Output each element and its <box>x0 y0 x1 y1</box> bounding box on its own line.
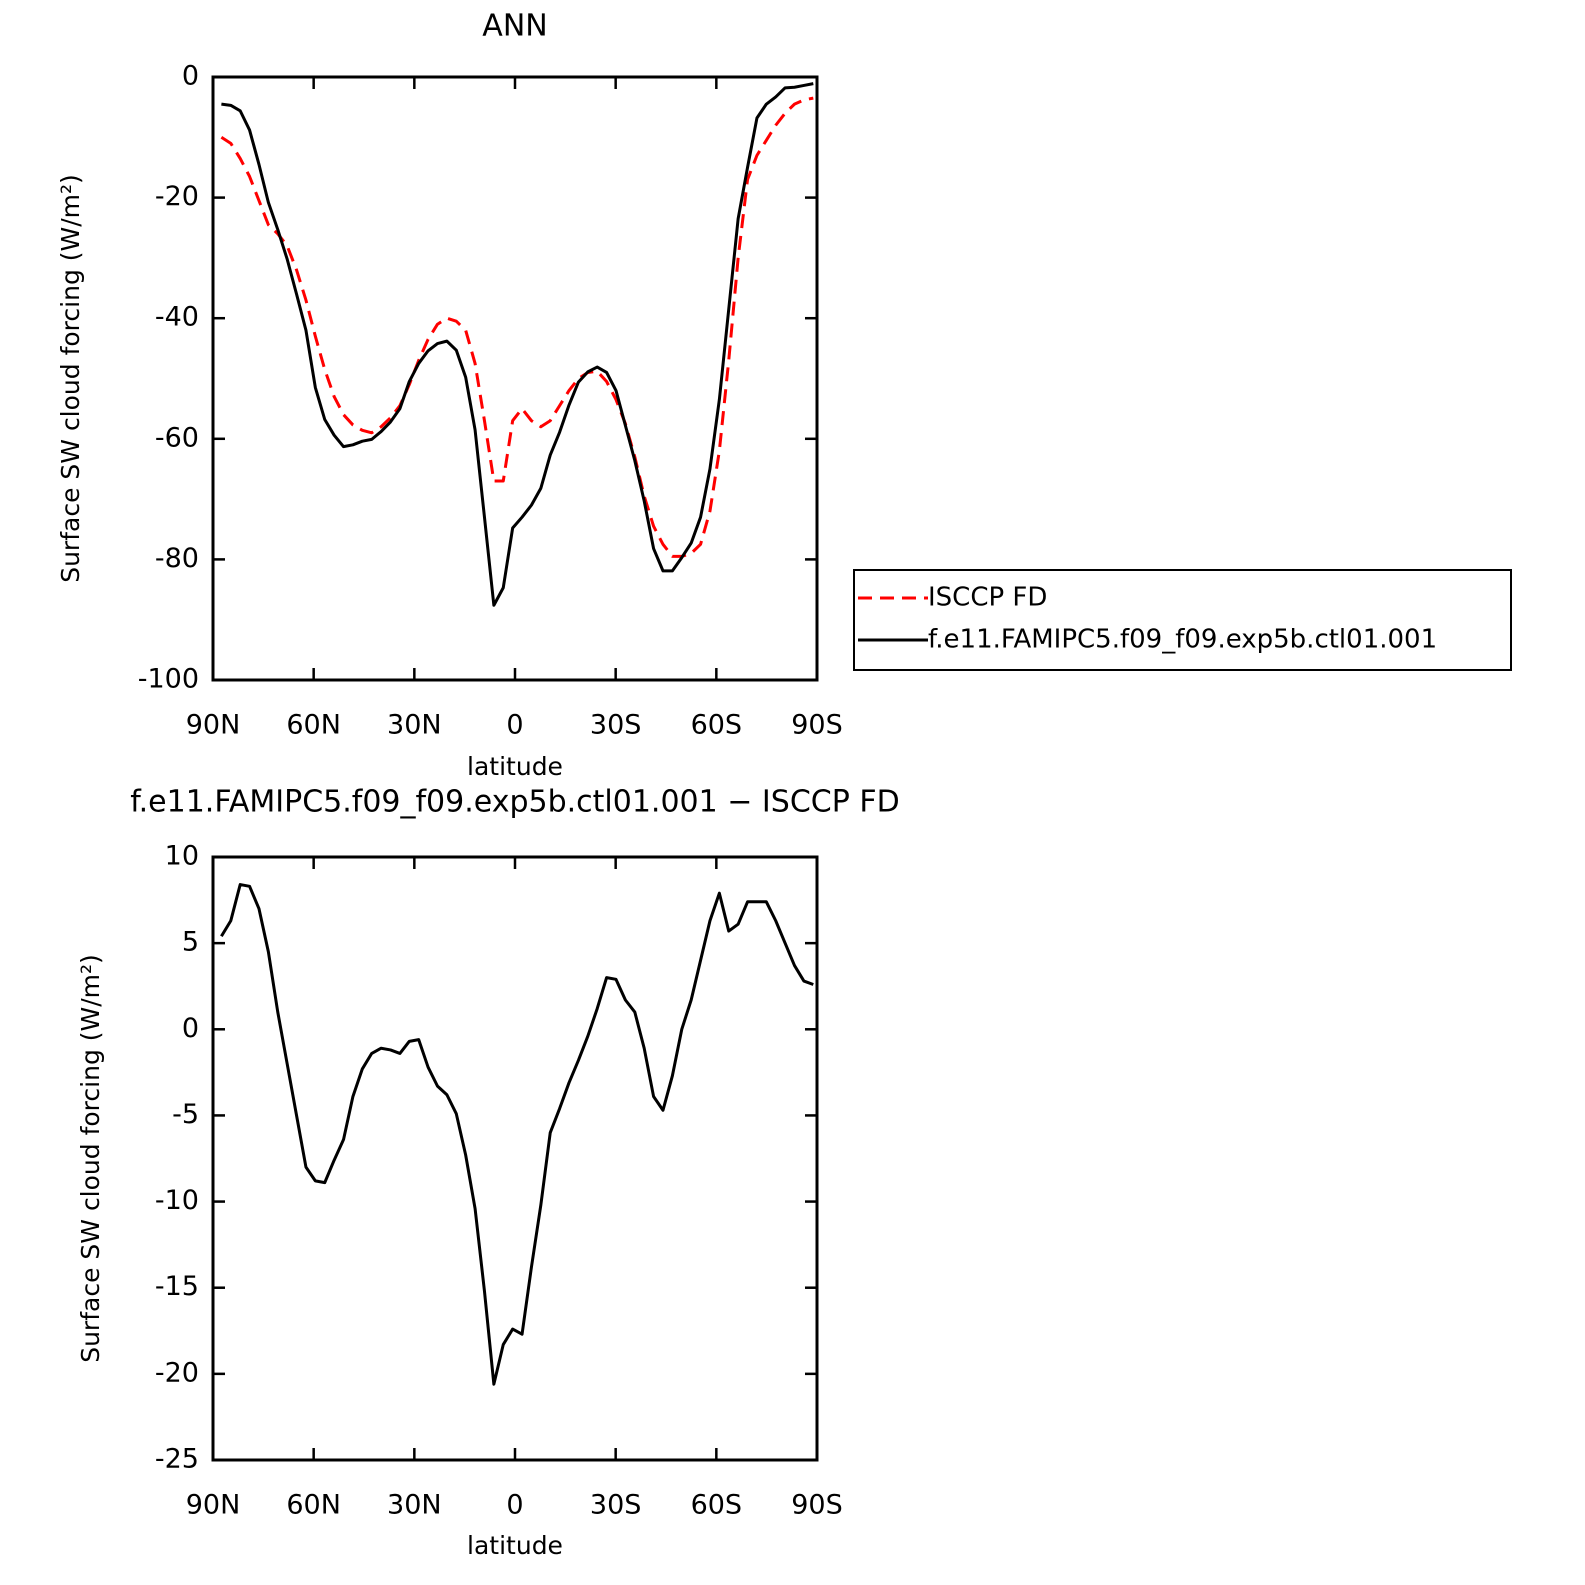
y-tick-label: -100 <box>138 664 199 695</box>
x-tick-label: 90N <box>186 710 241 741</box>
x-tick-label: 0 <box>506 710 523 741</box>
data-line <box>220 96 814 558</box>
x-tick-label: 60S <box>691 710 743 741</box>
y-tick-label: 5 <box>182 927 199 958</box>
chart-title: f.e11.FAMIPC5.f09_f09.exp5b.ctl01.001 − … <box>130 785 899 820</box>
x-tick-label: 90S <box>791 710 843 741</box>
y-tick-label: 0 <box>182 61 199 92</box>
y-tick-label: -10 <box>155 1185 199 1216</box>
y-tick-label: -20 <box>155 1357 199 1388</box>
legend-box <box>853 569 1512 671</box>
y-axis-label: Surface SW cloud forcing (W/m²) <box>76 954 105 1363</box>
x-tick-label: 60S <box>691 1490 743 1521</box>
x-tick-label: 90S <box>791 1490 843 1521</box>
y-tick-label: -40 <box>155 302 199 333</box>
y-tick-label: -60 <box>155 422 199 453</box>
y-tick-label: -25 <box>155 1444 199 1475</box>
y-tick-label: -5 <box>172 1099 199 1130</box>
y-axis-label: Surface SW cloud forcing (W/m²) <box>56 174 85 583</box>
legend-label: ISCCP FD <box>928 583 1047 613</box>
x-tick-label: 0 <box>506 1490 523 1521</box>
x-tick-label: 30S <box>590 710 642 741</box>
y-tick-label: -80 <box>155 543 199 574</box>
y-tick-label: 0 <box>182 1013 199 1044</box>
x-axis-label: latitude <box>467 752 563 781</box>
y-tick-label: -20 <box>155 181 199 212</box>
x-tick-label: 60N <box>286 1490 341 1521</box>
data-line <box>221 82 814 607</box>
y-tick-label: -15 <box>155 1271 199 1302</box>
x-tick-label: 60N <box>286 710 341 741</box>
chart-title: ANN <box>482 9 547 44</box>
x-axis-label: latitude <box>467 1531 563 1560</box>
x-tick-label: 30S <box>590 1490 642 1521</box>
x-tick-label: 90N <box>186 1490 241 1521</box>
y-tick-label: 10 <box>165 841 199 872</box>
x-tick-label: 30N <box>387 1490 442 1521</box>
x-tick-label: 30N <box>387 710 442 741</box>
legend-label: f.e11.FAMIPC5.f09_f09.exp5b.ctl01.001 <box>928 625 1437 655</box>
data-line <box>220 883 814 1386</box>
